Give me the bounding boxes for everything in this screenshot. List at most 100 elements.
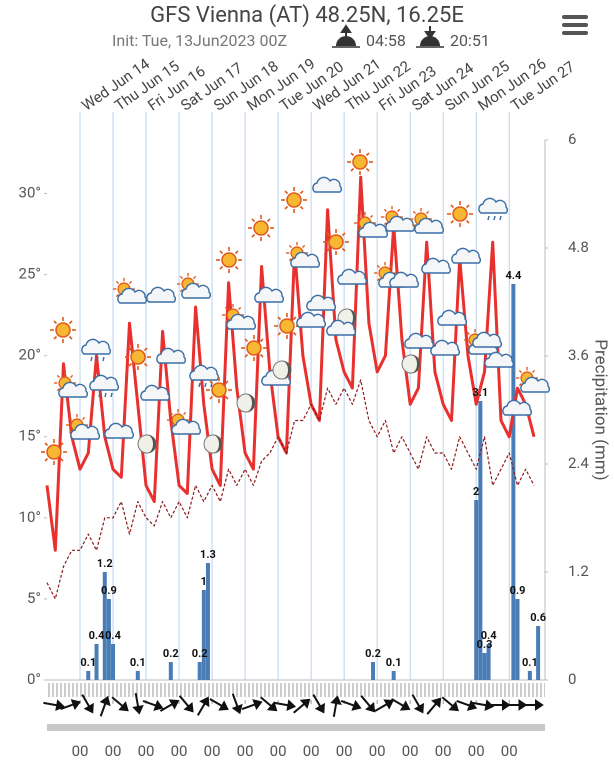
precip-label: 1.3 xyxy=(200,548,216,561)
precip-bar xyxy=(482,653,487,680)
x-tick-label: 00 xyxy=(336,742,353,760)
precip-label: 0.9 xyxy=(101,584,117,597)
wind-arrow xyxy=(142,699,164,711)
moon-icon xyxy=(401,354,421,374)
precip-bar xyxy=(515,599,520,680)
x-tick-label: 00 xyxy=(501,742,518,760)
precip-bar xyxy=(94,644,99,680)
suncloud-icon xyxy=(54,372,87,397)
precip-bar xyxy=(135,671,140,680)
precip-bar xyxy=(527,671,532,680)
precip-bar xyxy=(86,671,91,680)
sun-icon xyxy=(346,148,374,176)
y-tick-label: 5° xyxy=(27,589,41,607)
wind-arrow xyxy=(60,699,81,711)
y-tick-label: 20° xyxy=(19,346,41,364)
menu-button[interactable] xyxy=(562,15,588,35)
suncloud-icon xyxy=(410,208,443,233)
sun-icon xyxy=(205,376,233,404)
wind-arrow xyxy=(260,696,278,712)
precip-bar xyxy=(111,644,116,680)
precip-bar xyxy=(478,401,483,680)
x-tick-label: 00 xyxy=(171,742,188,760)
y2-tick-label: 0 xyxy=(568,670,576,688)
wind-arrow xyxy=(159,699,180,712)
moon-icon xyxy=(203,434,223,454)
precip-bar xyxy=(511,284,516,680)
wind-arrow xyxy=(391,698,411,711)
sunset-icon xyxy=(416,26,444,48)
precip-bar xyxy=(106,599,111,680)
wind-arrow xyxy=(241,699,263,711)
sun-icon xyxy=(280,186,308,214)
dewpoint-line xyxy=(46,379,535,600)
sunrise-icon xyxy=(332,24,360,48)
wind-arrow xyxy=(340,699,362,711)
temperature-line xyxy=(45,175,536,552)
precip-label: 1.2 xyxy=(97,557,113,570)
sun-icon xyxy=(40,438,68,466)
precip-label: 0.4 xyxy=(89,629,106,642)
cloud-icon xyxy=(146,286,177,303)
cloud-icon xyxy=(337,268,368,285)
precip-label: 0.1 xyxy=(130,656,146,669)
precip-label: 2 xyxy=(473,485,479,498)
precip-label: 0.1 xyxy=(80,656,96,669)
wind-arrow xyxy=(99,695,111,717)
wind-arrow xyxy=(111,696,129,712)
wind-arrow xyxy=(274,699,297,711)
subtitle: Init: Tue, 13Jun2023 00Z xyxy=(112,31,287,50)
y2-axis-label: Precipitation (mm) xyxy=(591,339,611,480)
x-tick-label: 00 xyxy=(402,742,419,760)
cloud-icon xyxy=(326,319,357,336)
wind-arrow xyxy=(312,694,325,714)
suncloud-icon xyxy=(381,206,414,231)
weather-icons xyxy=(40,148,549,466)
precip-label: 0.2 xyxy=(163,647,179,660)
precip-bar xyxy=(197,662,202,680)
cloud-icon xyxy=(404,332,435,349)
suncloud-icon xyxy=(167,409,200,434)
y-tick-label: 30° xyxy=(19,183,41,201)
y2-tick-label: 6 xyxy=(568,130,576,148)
cloud-icon xyxy=(451,247,482,264)
wind-arrow xyxy=(456,699,478,711)
wind-arrow xyxy=(43,699,65,711)
x-tick-label: 00 xyxy=(138,742,155,760)
x-tick-label: 00 xyxy=(204,742,221,760)
precip-label: 4.4 xyxy=(505,269,522,282)
rain-icon xyxy=(190,365,218,387)
sun-icon xyxy=(247,214,275,242)
y-tick-label: 15° xyxy=(19,427,41,445)
wind-arrow xyxy=(330,695,342,717)
suncloud-icon xyxy=(113,278,146,303)
wind-arrow xyxy=(293,698,311,714)
precip-bar xyxy=(102,572,107,680)
wind-arrow xyxy=(426,697,442,715)
rain-icon xyxy=(479,198,507,220)
x-tick-label: 00 xyxy=(72,742,89,760)
precip-bar xyxy=(536,626,541,680)
y2-tick-label: 4.8 xyxy=(568,238,589,256)
moon-icon xyxy=(137,434,157,454)
precip-bar xyxy=(486,644,491,680)
precip-label: 3.1 xyxy=(472,386,488,399)
cloud-icon xyxy=(254,286,285,303)
precip-label: 0.1 xyxy=(386,656,402,669)
y2-tick-label: 3.6 xyxy=(568,346,589,364)
precip-bar xyxy=(371,662,376,680)
scrollbar[interactable] xyxy=(47,724,545,731)
suncloud-icon xyxy=(516,367,549,392)
suncloud-icon xyxy=(177,273,210,298)
y-tick-label: 10° xyxy=(19,508,41,526)
cloud-icon xyxy=(437,309,468,326)
sun-icon xyxy=(446,200,474,228)
wind-arrow xyxy=(209,698,229,711)
wind-arrow xyxy=(411,694,425,714)
y-tick-label: 25° xyxy=(19,265,41,283)
wind-arrow xyxy=(441,696,459,712)
x-tick-label: 00 xyxy=(435,742,452,760)
y-tick-label: 0° xyxy=(27,670,41,688)
